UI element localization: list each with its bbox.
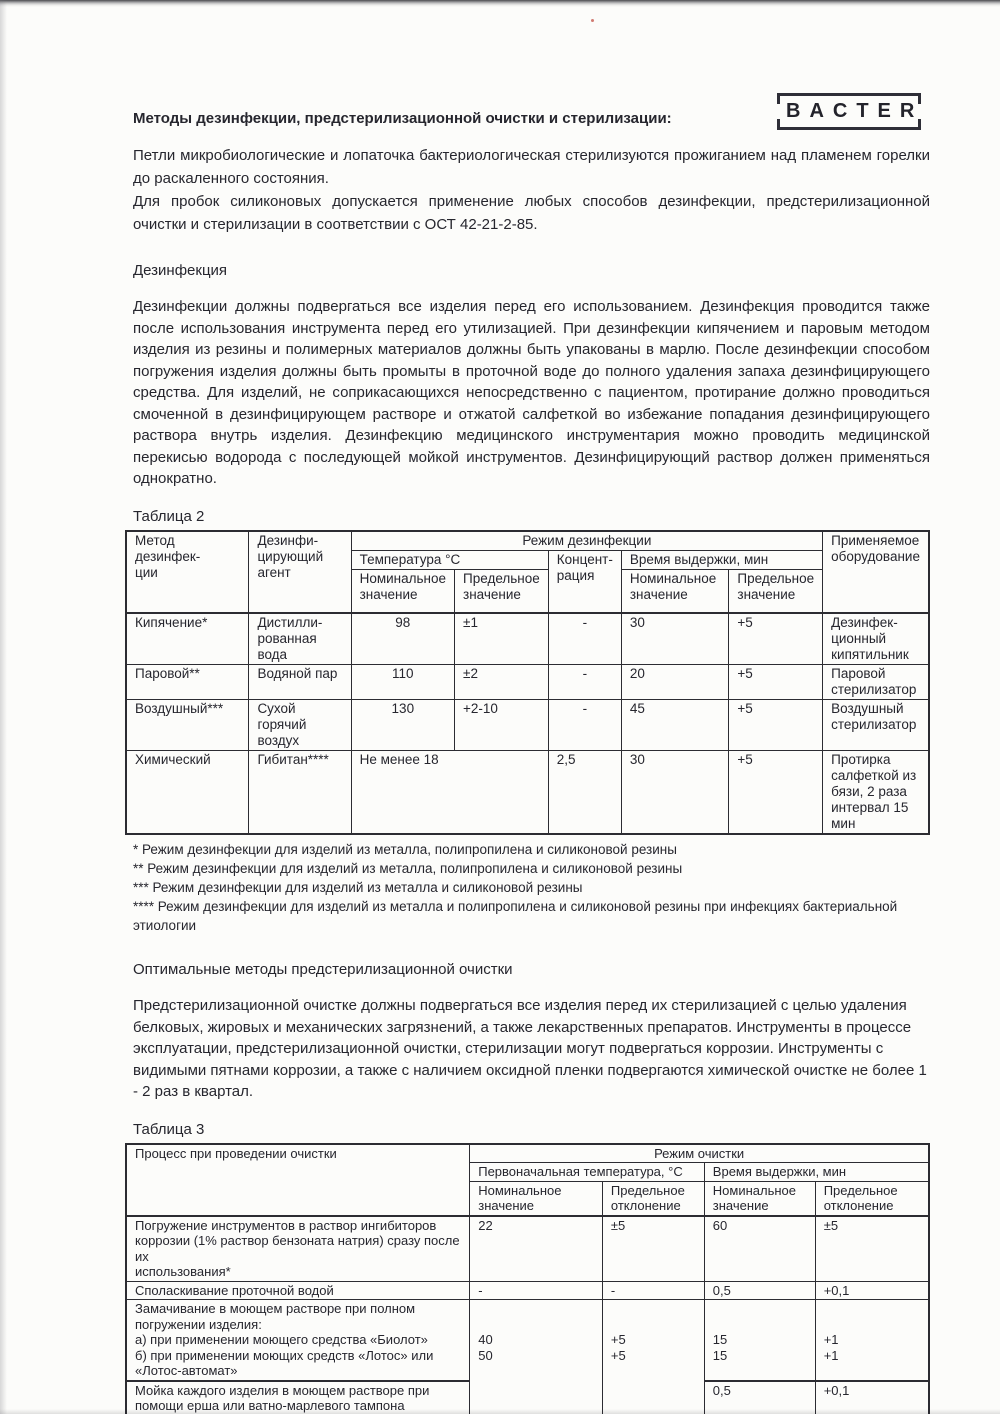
table2-disinfection-modes: Метод дезинфек- ции Дезинфи- цирующий аг… bbox=[125, 529, 930, 835]
disinfection-paragraph: Дезинфекции должны подвергаться все изде… bbox=[133, 298, 930, 487]
table-cell: +2-10 bbox=[454, 699, 549, 751]
table2-header-time-nominal: Номинальное значение bbox=[620, 568, 730, 614]
table2-header-concentration: Концент- рация bbox=[547, 549, 622, 614]
section-heading-disinfection: Дезинфекция bbox=[133, 262, 228, 279]
intro-paragraph-1: Петли микробиологические и лопаточка бак… bbox=[133, 147, 930, 187]
table-cell: +0,1 bbox=[814, 1379, 930, 1414]
logo-text: BACTER bbox=[786, 99, 924, 122]
table-cell: 40 50 bbox=[469, 1299, 603, 1414]
table-cell: Водяной пар bbox=[248, 664, 352, 700]
table-cell: 2,5 bbox=[547, 750, 622, 835]
table-cell: ±2 bbox=[454, 664, 549, 700]
table-cell: Не менее 18 bbox=[350, 750, 549, 835]
table-cell: 130 bbox=[350, 699, 456, 751]
document-title: Методы дезинфекции, предстерилизационной… bbox=[133, 110, 672, 127]
table-cell: Дезинфек- ционный кипятильник bbox=[822, 612, 930, 665]
table-cell: 60 bbox=[703, 1214, 816, 1282]
table3-header-time: Время выдержки, мин bbox=[703, 1162, 930, 1182]
table3-header-regime: Режим очистки bbox=[469, 1143, 930, 1163]
table-cell: 0,5 bbox=[703, 1280, 816, 1300]
table2-header-regime: Режим дезинфекции bbox=[350, 530, 824, 551]
table-cell: Споласкивание проточной водой bbox=[125, 1280, 471, 1300]
table-cell: +0,1 bbox=[814, 1280, 930, 1300]
bacter-logo: BACTER bbox=[777, 93, 921, 130]
table-cell: Кипячение* bbox=[125, 612, 250, 665]
table3-header-time-deviation: Предельное отклонение bbox=[814, 1180, 930, 1216]
scan-speck bbox=[591, 19, 594, 22]
table-cell: +1 +1 bbox=[814, 1299, 930, 1381]
table-cell: +5 bbox=[728, 612, 824, 665]
table-cell: Химический bbox=[125, 750, 250, 835]
table2-header-agent: Дезинфи- цирующий агент bbox=[248, 530, 352, 614]
footnote: * Режим дезинфекции для изделий из метал… bbox=[133, 842, 677, 857]
table-cell: +5 bbox=[728, 699, 824, 751]
table2-footnotes: * Режим дезинфекции для изделий из метал… bbox=[133, 840, 930, 935]
table-cell: Дистилли- рованная вода bbox=[248, 612, 352, 665]
section-heading-presterilization: Оптимальные методы предстерилизационной … bbox=[133, 961, 513, 978]
intro-paragraphs: Петли микробиологические и лопаточка бак… bbox=[133, 144, 930, 236]
table-cell: +5 bbox=[728, 664, 824, 700]
table-cell: ±1 bbox=[454, 612, 549, 665]
table-cell: - bbox=[469, 1280, 603, 1300]
table2-header-temperature: Температура °С bbox=[350, 549, 549, 570]
table-cell: 30 bbox=[620, 750, 730, 835]
table-cell: 45 bbox=[620, 699, 730, 751]
table3-header-temperature: Первоначальная температура, °С bbox=[469, 1162, 705, 1182]
table2-header-method: Метод дезинфек- ции bbox=[125, 530, 250, 614]
table2-header-time: Время выдержки, мин bbox=[620, 549, 824, 570]
table2-header-time-limit: Предельное значение bbox=[728, 568, 824, 614]
scan-edge-top bbox=[0, 0, 1000, 7]
table-cell: Погружение инструментов в раствор ингиби… bbox=[125, 1214, 471, 1282]
table-cell: Паровой стерилизатор bbox=[822, 664, 930, 700]
document-content: Методы дезинфекции, предстерилизационной… bbox=[125, 0, 930, 1414]
table-cell: - bbox=[547, 664, 622, 700]
table-cell: Паровой** bbox=[125, 664, 250, 700]
intro-paragraph-2: Для пробок силиконовых допускается приме… bbox=[133, 193, 930, 233]
table3-header-process: Процесс при проведении очистки bbox=[125, 1143, 471, 1216]
footnote: **** Режим дезинфекции для изделий из ме… bbox=[133, 899, 898, 933]
table-cell: 15 15 bbox=[703, 1299, 816, 1381]
table2-caption: Таблица 2 bbox=[133, 507, 205, 525]
table-cell: Замачивание в моющем растворе при полном… bbox=[125, 1299, 471, 1381]
table-cell: 22 bbox=[469, 1214, 603, 1282]
table3-header-time-nominal: Номинальное значение bbox=[703, 1180, 816, 1216]
table-cell: Мойка каждого изделия в моющем растворе … bbox=[125, 1379, 471, 1414]
presterilization-paragraph: Предстерилизационной очистке должны подв… bbox=[133, 997, 927, 1100]
scan-edge-left bbox=[0, 0, 7, 1414]
table-cell: 20 bbox=[620, 664, 730, 700]
table-cell: +5 bbox=[728, 750, 824, 835]
table3-header-temp-deviation: Предельное отклонение bbox=[601, 1180, 705, 1216]
table-cell: +5 +5 bbox=[601, 1299, 705, 1414]
table-cell: - bbox=[601, 1280, 705, 1300]
footnote: ** Режим дезинфекции для изделий из мета… bbox=[133, 861, 683, 876]
table-cell: 98 bbox=[350, 612, 456, 665]
footnote: *** Режим дезинфекции для изделий из мет… bbox=[133, 880, 583, 895]
table2-header-temp-limit: Предельное значение bbox=[454, 568, 549, 614]
table3-cleaning-modes: Процесс при проведении очистки Режим очи… bbox=[125, 1142, 930, 1414]
table-cell: 110 bbox=[350, 664, 456, 700]
table-cell: ±5 bbox=[814, 1214, 930, 1282]
table-cell: Воздушный*** bbox=[125, 699, 250, 751]
table-cell: Гибитан**** bbox=[248, 750, 352, 835]
table-cell: - bbox=[547, 612, 622, 665]
table-cell: Протирка салфеткой из бязи, 2 раза интер… bbox=[822, 750, 930, 835]
table-cell: 30 bbox=[620, 612, 730, 665]
table-cell: ±5 bbox=[601, 1214, 705, 1282]
table2-header-temp-nominal: Номинальное значение bbox=[350, 568, 456, 614]
table3-caption: Таблица 3 bbox=[133, 1120, 205, 1138]
table-cell: - bbox=[547, 699, 622, 751]
table2-header-equipment: Применяемое оборудование bbox=[822, 530, 930, 614]
table-cell: Сухой горячий воздух bbox=[248, 699, 352, 751]
table-cell: Воздушный стерилизатор bbox=[822, 699, 930, 751]
table-cell: 0,5 bbox=[703, 1379, 816, 1414]
table3-header-temp-nominal: Номинальное значение bbox=[469, 1180, 603, 1216]
